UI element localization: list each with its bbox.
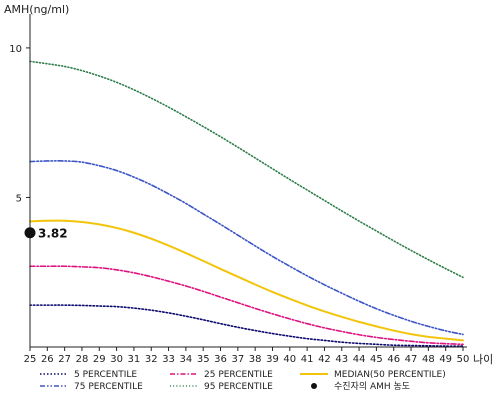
series-line-0 <box>29 304 464 347</box>
x-tick-label-14: 39 <box>266 354 279 365</box>
legend-label-5: 수진자의 AMH 농도 <box>334 381 410 392</box>
plot-area <box>29 60 464 347</box>
patient-amh-value-label: 3.82 <box>38 227 68 241</box>
x-tick-label-5: 30 <box>110 354 123 365</box>
x-tick-label-20: 45 <box>370 354 383 365</box>
series-line-2 <box>29 219 464 342</box>
x-tick-label-12: 37 <box>231 354 244 365</box>
x-tick-label-11: 36 <box>214 354 227 365</box>
legend: 5 PERCENTILE 25 PERCENTILE MEDIAN(50 PERCE… <box>40 370 446 392</box>
x-tick-label-16: 41 <box>301 354 314 365</box>
series-line-3 <box>29 160 464 336</box>
legend-label-2: MEDIAN(50 PERCENTILE) <box>334 370 446 380</box>
x-tick-label-4: 29 <box>93 354 106 365</box>
legend-label-1: 25 PERCENTILE <box>204 370 273 380</box>
legend-label-3: 75 PERCENTILE <box>74 382 143 392</box>
x-tick-label-22: 47 <box>405 354 418 365</box>
x-tick-label-17: 42 <box>318 354 331 365</box>
series-line-4 <box>29 60 464 279</box>
x-tick-label-19: 44 <box>353 354 366 365</box>
legend-swatch-marker <box>311 383 317 389</box>
x-tick-label-1: 26 <box>41 354 54 365</box>
x-tick-label-6: 31 <box>128 354 141 365</box>
x-tick-label-25: 50 <box>457 354 470 365</box>
axes: 5 10 25 26 27 28 29 30 31 32 33 34 35 36 37 38 39 40 41 42 4… <box>4 3 493 366</box>
x-tick-label-0: 25 <box>24 354 37 365</box>
x-tick-label-13: 38 <box>249 354 262 365</box>
legend-label-4: 95 PERCENTILE <box>204 382 273 392</box>
x-axis-title: 나이 <box>473 353 493 366</box>
x-tick-label-24: 49 <box>439 354 452 365</box>
patient-marker-group: 3.82 <box>24 227 68 241</box>
legend-label-0: 5 PERCENTILE <box>74 370 137 380</box>
x-tick-label-2: 27 <box>58 354 71 365</box>
series-line-1 <box>29 265 464 346</box>
x-tick-label-15: 40 <box>283 354 296 365</box>
x-tick-label-8: 33 <box>162 354 175 365</box>
x-tick-label-10: 35 <box>197 354 210 365</box>
x-tick-label-23: 48 <box>422 354 435 365</box>
x-tick-label-9: 34 <box>180 354 193 365</box>
y-tick-label-0: 5 <box>16 193 22 204</box>
x-tick-label-3: 28 <box>76 354 89 365</box>
patient-amh-marker <box>24 227 36 239</box>
y-tick-label-1: 10 <box>9 44 22 55</box>
y-axis-title: AMH(ng/ml) <box>4 3 69 16</box>
x-tick-label-7: 32 <box>145 354 158 365</box>
x-tick-label-21: 46 <box>387 354 400 365</box>
x-tick-label-18: 43 <box>335 354 348 365</box>
